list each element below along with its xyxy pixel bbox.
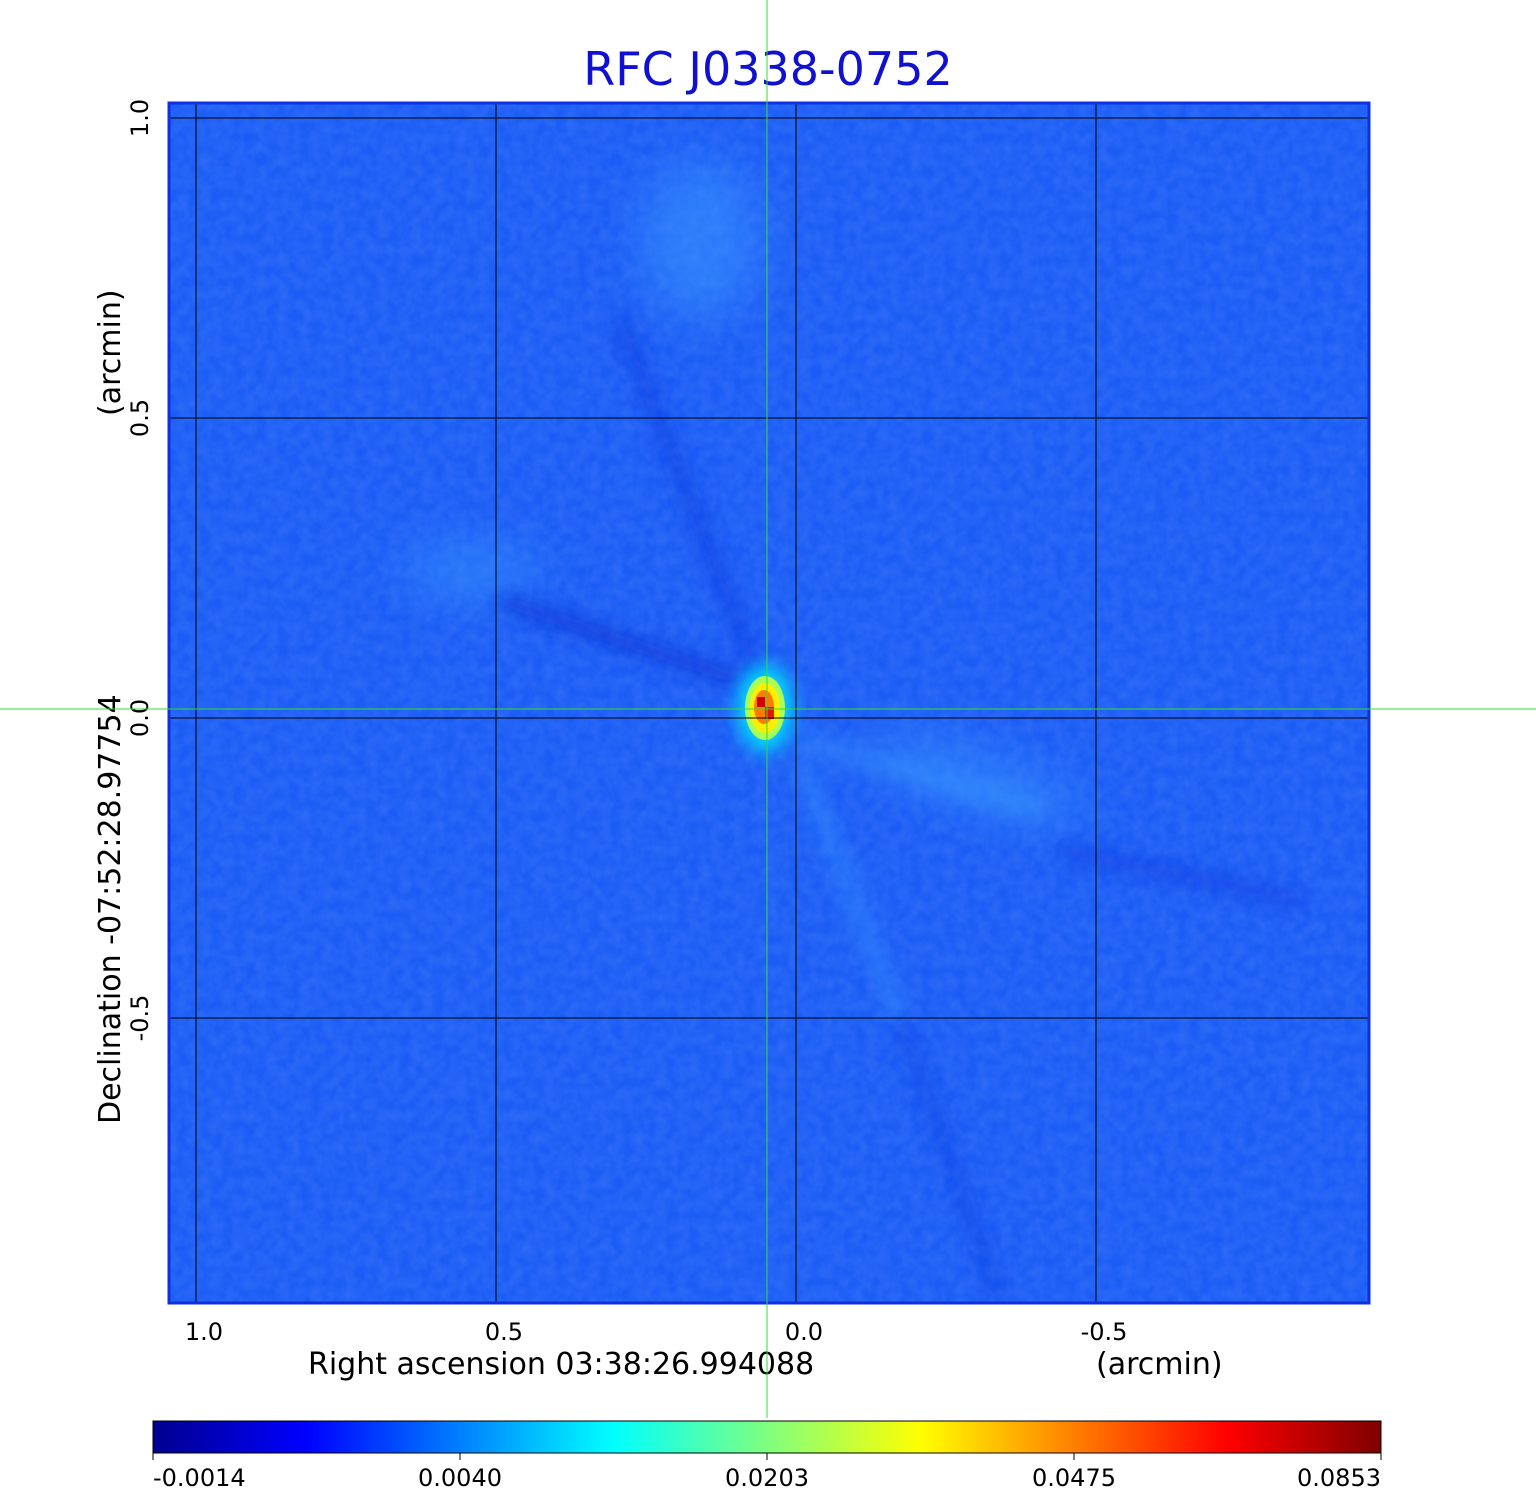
image-plot-area: [169, 103, 1369, 1303]
chart-title: RFC J0338-0752: [583, 42, 952, 96]
colorbar: -0.0014 0.0040 0.0203 0.0475 0.0853: [152, 1420, 1382, 1492]
y-axis-label: Declination -07:52:28.97754: [93, 694, 128, 1124]
colorbar-tick-label: 0.0853: [1297, 1464, 1381, 1492]
colorbar-ticks: -0.0014 0.0040 0.0203 0.0475 0.0853: [152, 1453, 1382, 1492]
plot-frame: [167, 101, 1371, 1305]
crosshair: [0, 0, 1536, 1418]
x-tick-label: 1.0: [185, 1318, 223, 1346]
y-tick-label: -0.5: [126, 995, 154, 1042]
y-tick-label: 0.5: [126, 399, 154, 437]
y-tick-label: 0.0: [126, 699, 154, 737]
colorbar-tick-label: -0.0014: [153, 1464, 246, 1492]
y-axis-unit: (arcmin): [93, 289, 128, 416]
x-axis-ticks: 1.0 0.5 0.0 -0.5: [185, 1318, 1128, 1346]
coordinate-grid: [169, 103, 1369, 1303]
colorbar-tick-label: 0.0203: [725, 1464, 809, 1492]
y-axis-ticks: 1.0 0.5 0.0 -0.5: [126, 99, 154, 1042]
sidelobe-structure: [400, 160, 1302, 1302]
x-axis-unit: (arcmin): [1096, 1347, 1223, 1382]
colorbar-tick-label: 0.0040: [418, 1464, 502, 1492]
y-tick-label: 1.0: [126, 99, 154, 137]
x-tick-label: 0.5: [485, 1318, 523, 1346]
source-peak: [737, 664, 793, 752]
colorbar-gradient: [152, 1420, 1382, 1454]
colorbar-tick-label: 0.0475: [1032, 1464, 1116, 1492]
x-tick-label: -0.5: [1081, 1318, 1128, 1346]
x-axis-label: Right ascension 03:38:26.994088: [308, 1347, 814, 1382]
x-tick-label: 0.0: [785, 1318, 823, 1346]
